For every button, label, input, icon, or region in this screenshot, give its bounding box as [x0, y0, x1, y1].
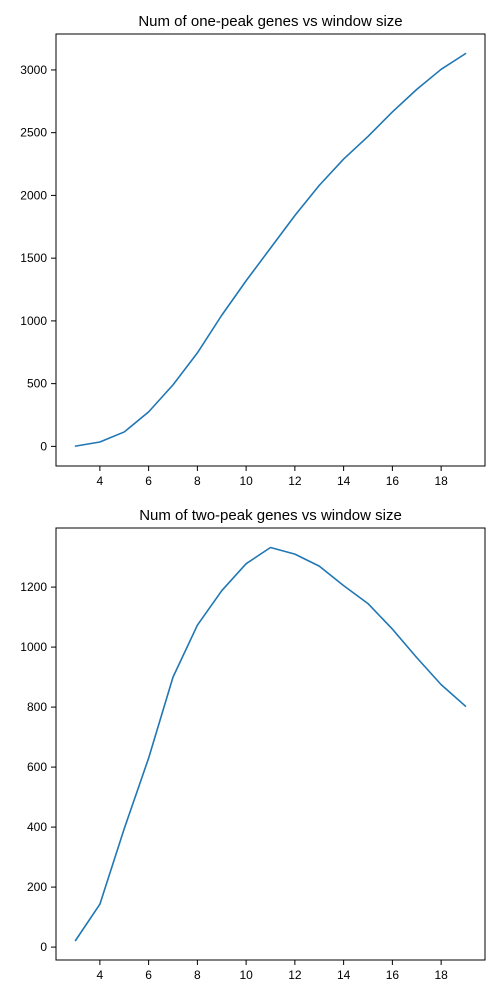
chart-two-peak-genes: Num of two-peak genes vs window size 4 6 8…: [20, 507, 486, 982]
x-tick-label: 10: [239, 474, 253, 488]
x-tick-label: 18: [434, 968, 448, 982]
chart-one-peak-genes: Num of one-peak genes vs window size 4 6 8…: [20, 13, 486, 488]
x-tick-label: 14: [337, 968, 351, 982]
y-tick-label: 1200: [20, 580, 47, 594]
x-tick-label: 10: [239, 968, 253, 982]
y-tick-label: 800: [27, 700, 47, 714]
y-tick-label: 600: [27, 760, 47, 774]
y-tick-label: 2000: [20, 188, 47, 202]
y-tick-label: 200: [27, 880, 47, 894]
x-tick-label: 16: [386, 968, 400, 982]
y-tick-label: 1500: [20, 251, 47, 265]
series-line: [74, 52, 467, 447]
y-tick-label: 3000: [20, 63, 47, 77]
x-tick-label: 12: [288, 968, 302, 982]
series-line: [74, 546, 467, 942]
x-tick-label: 4: [97, 968, 104, 982]
y-tick-label: 400: [27, 820, 47, 834]
chart-title: Num of two-peak genes vs window size: [139, 507, 402, 524]
x-tick-label: 8: [194, 968, 201, 982]
x-tick-label: 12: [288, 474, 302, 488]
y-tick-label: 500: [27, 377, 47, 391]
y-tick-label: 1000: [20, 640, 47, 654]
x-tick-label: 4: [97, 474, 104, 488]
x-tick-label: 6: [145, 474, 152, 488]
x-tick-label: 14: [337, 474, 351, 488]
y-tick-label: 0: [40, 439, 47, 453]
x-tick-label: 6: [145, 968, 152, 982]
y-tick-label: 0: [40, 940, 47, 954]
plot-area: [55, 527, 486, 961]
chart-title: Num of one-peak genes vs window size: [138, 13, 402, 30]
x-tick-label: 8: [194, 474, 201, 488]
y-tick-label: 2500: [20, 126, 47, 140]
x-tick-label: 18: [434, 474, 448, 488]
plot-area: [55, 33, 486, 467]
x-tick-label: 16: [386, 474, 400, 488]
y-tick-label: 1000: [20, 314, 47, 328]
